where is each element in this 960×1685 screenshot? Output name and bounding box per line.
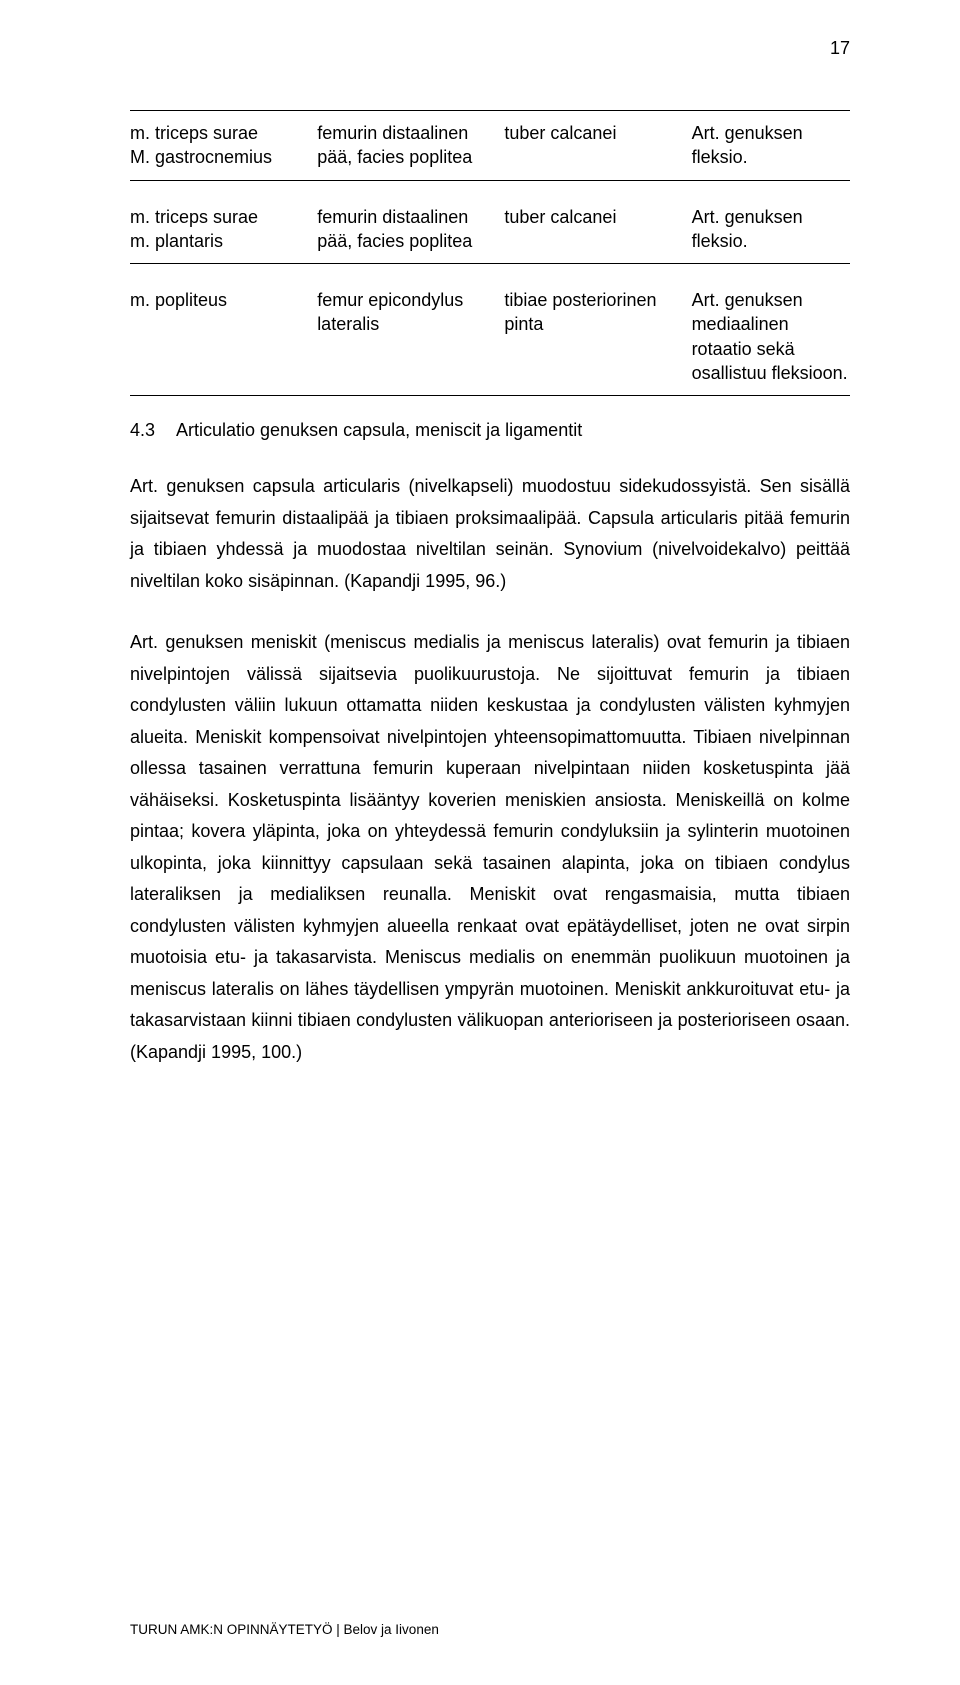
table-cell: femurin distaalinen pää, facies poplitea — [317, 205, 504, 254]
table-cell: femurin distaalinen pää, facies poplitea — [317, 121, 504, 170]
table-cell: tuber calcanei — [504, 205, 691, 254]
table-row: m. popliteus femur epicondylus lateralis… — [130, 288, 850, 385]
document-page: 17 m. triceps surae M. gastrocnemius fem… — [0, 0, 960, 1685]
paragraph: Art. genuksen capsula articularis (nivel… — [130, 471, 850, 597]
table-cell: Art. genuksen fleksio. — [692, 121, 850, 170]
table-rule — [130, 395, 850, 396]
table-cell: tibiae posteriorinen pinta — [504, 288, 691, 385]
table-row: m. triceps surae m. plantaris femurin di… — [130, 205, 850, 254]
footer-text: TURUN AMK:N OPINNÄYTETYÖ | Belov ja Iivo… — [130, 1622, 439, 1637]
table-cell: Art. genuksen fleksio. — [692, 205, 850, 254]
page-number: 17 — [830, 38, 850, 59]
section-title: Articulatio genuksen capsula, meniscit j… — [176, 420, 582, 441]
table-cell: m. triceps surae M. gastrocnemius — [130, 121, 317, 170]
table-cell: Art. genuksen mediaalinen rotaatio sekä … — [692, 288, 850, 385]
section-heading: 4.3 Articulatio genuksen capsula, menisc… — [130, 420, 850, 441]
table-cell: m. popliteus — [130, 288, 317, 385]
anatomy-table: m. triceps surae M. gastrocnemius femuri… — [130, 110, 850, 396]
table-row: m. triceps surae M. gastrocnemius femuri… — [130, 121, 850, 170]
table-cell: tuber calcanei — [504, 121, 691, 170]
table-cell: m. triceps surae m. plantaris — [130, 205, 317, 254]
paragraph: Art. genuksen meniskit (meniscus mediali… — [130, 627, 850, 1068]
body-text: Art. genuksen capsula articularis (nivel… — [130, 471, 850, 1068]
section-number: 4.3 — [130, 420, 176, 441]
table-cell: femur epicondylus lateralis — [317, 288, 504, 385]
